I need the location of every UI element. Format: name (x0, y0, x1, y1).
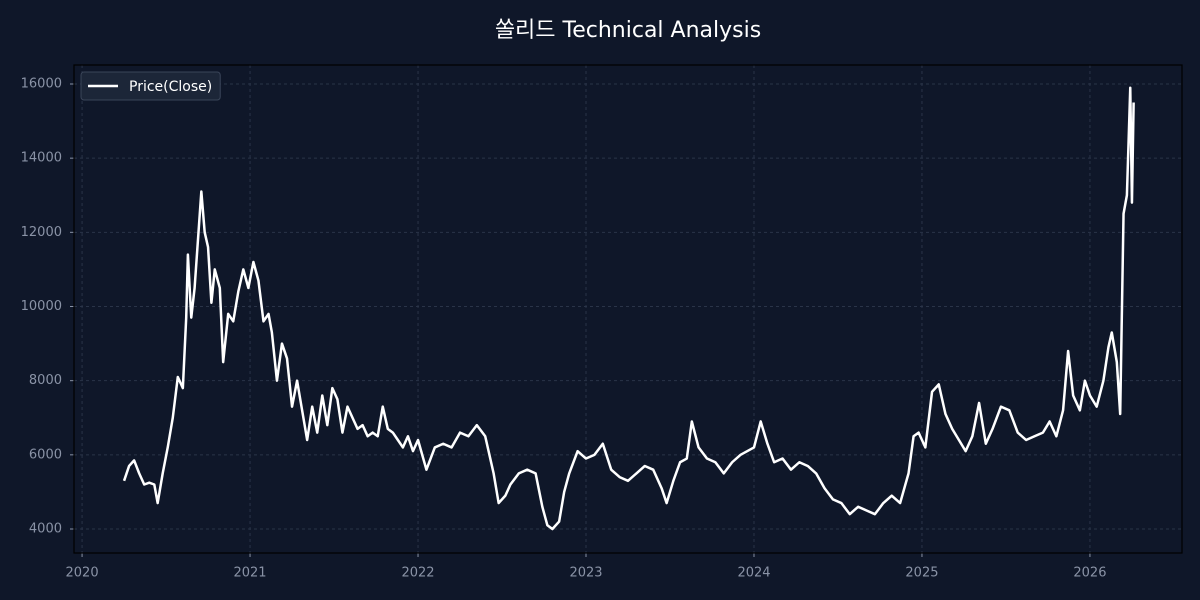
plot-frame (73, 64, 1183, 554)
y-tick-label: 12000 (21, 225, 62, 240)
y-tick-label: 16000 (21, 76, 62, 91)
legend: Price(Close) (80, 71, 221, 101)
x-tick-label: 2020 (66, 566, 99, 581)
legend-box (80, 71, 221, 101)
x-tick-label: 2026 (1073, 566, 1106, 581)
legend-label: Price(Close) (129, 79, 212, 95)
chart-title: 쏠리드 Technical Analysis (495, 18, 761, 43)
x-tick-label: 2023 (569, 566, 602, 581)
y-tick-label: 14000 (21, 151, 62, 166)
price-line (122, 86, 1135, 531)
y-tick-label: 4000 (29, 522, 62, 537)
x-tick-label: 2021 (233, 566, 266, 581)
x-tick-label: 2025 (905, 566, 938, 581)
x-tick-label: 2024 (737, 566, 770, 581)
y-tick-label: 10000 (21, 299, 62, 314)
y-tick-label: 6000 (29, 447, 62, 462)
x-tick-label: 2022 (401, 566, 434, 581)
y-tick-label: 8000 (29, 373, 62, 388)
